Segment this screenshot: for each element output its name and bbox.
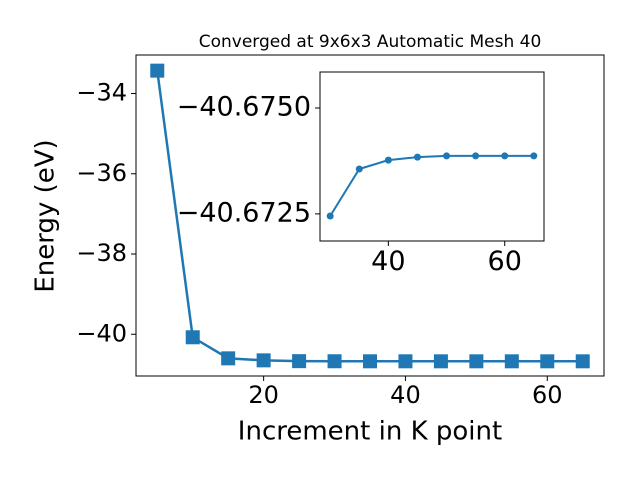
marker xyxy=(443,152,451,160)
marker xyxy=(469,354,484,369)
marker xyxy=(221,351,236,366)
marker xyxy=(575,354,590,369)
marker xyxy=(472,152,480,160)
marker xyxy=(540,354,555,369)
y-axis-label: Energy (eV) xyxy=(31,139,61,292)
y-tick-label: −40.6725 xyxy=(177,197,311,228)
marker xyxy=(256,353,271,368)
y-tick-label: −40 xyxy=(76,319,127,347)
y-tick-label: −40.6750 xyxy=(177,92,311,123)
x-tick-label: 40 xyxy=(371,246,405,277)
marker xyxy=(384,156,392,164)
marker xyxy=(413,153,421,161)
x-tick-label: 60 xyxy=(532,381,563,409)
marker xyxy=(363,354,377,369)
marker xyxy=(398,354,413,369)
chart-title: Converged at 9x6x3 Automatic Mesh 40 xyxy=(199,32,542,52)
marker xyxy=(530,152,538,160)
marker xyxy=(185,330,200,345)
y-tick-label: −38 xyxy=(76,239,127,267)
marker xyxy=(504,354,519,369)
marker xyxy=(150,63,165,78)
x-tick-label: 20 xyxy=(248,381,279,409)
marker xyxy=(433,354,448,369)
marker xyxy=(292,354,307,369)
x-axis-label: Increment in K point xyxy=(238,417,502,447)
y-tick-label: −36 xyxy=(76,159,127,187)
x-tick-label: 60 xyxy=(488,246,522,277)
x-tick-label: 40 xyxy=(390,381,421,409)
marker xyxy=(326,212,334,220)
marker xyxy=(327,354,342,369)
marker xyxy=(501,152,509,160)
series-line xyxy=(329,154,534,217)
marker xyxy=(355,165,363,173)
y-tick-label: −34 xyxy=(76,79,127,107)
